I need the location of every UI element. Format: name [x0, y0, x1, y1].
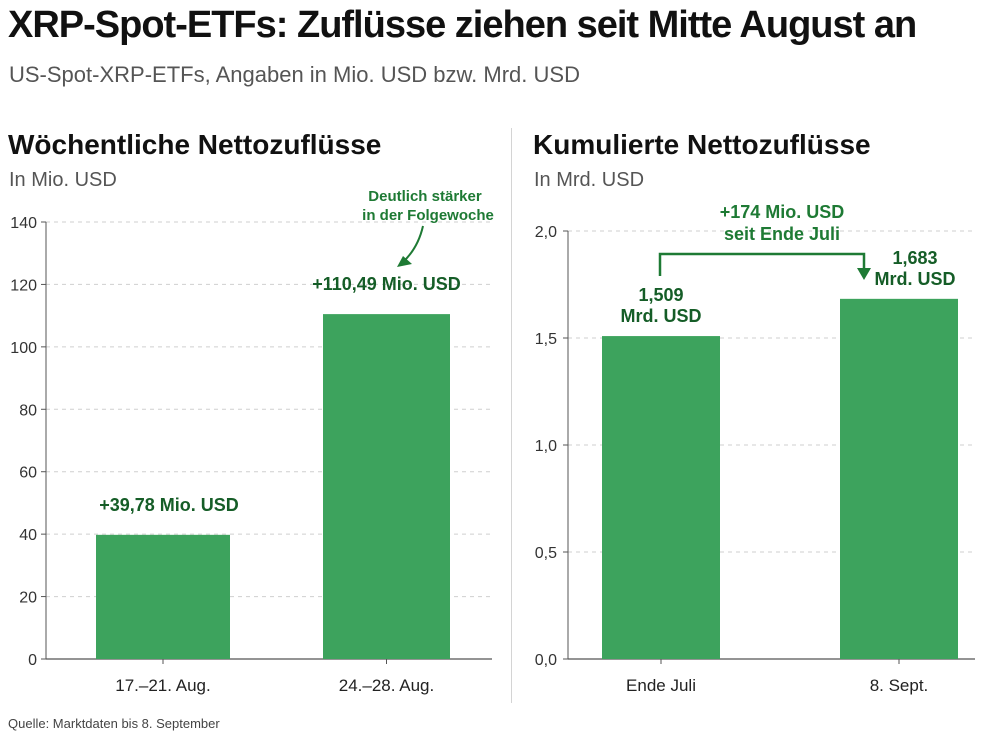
weekly-y-tick-label: 0	[28, 652, 37, 669]
cumulative-category-label: 8. Sept.	[870, 676, 929, 695]
cumulative-annotation-arrowhead	[857, 268, 871, 280]
cumulative-y-tick-label: 2,0	[535, 224, 557, 241]
weekly-y-unit-label: In Mio. USD	[9, 169, 117, 191]
cumulative-annotation-line: seit Ende Juli	[724, 224, 840, 244]
weekly-y-tick-label: 60	[19, 465, 37, 482]
weekly-annotation-arrow	[402, 225, 424, 263]
weekly-chart-title: Wöchentliche Nettozuflüsse	[8, 129, 381, 160]
weekly-annotation-arrowhead	[397, 256, 412, 267]
cumulative-data-label-unit: Mrd. USD	[875, 269, 956, 289]
weekly-annotation-line: in der Folgewoche	[362, 207, 494, 224]
cumulative-bar	[602, 336, 720, 659]
weekly-y-tick-label: 20	[19, 590, 37, 607]
weekly-data-label: +39,78 Mio. USD	[99, 495, 239, 515]
cumulative-data-label: 1,683	[892, 248, 937, 268]
cumulative-data-label-unit: Mrd. USD	[621, 306, 702, 326]
cumulative-y-unit-label: In Mrd. USD	[534, 169, 644, 191]
weekly-category-label: 17.–21. Aug.	[115, 676, 210, 695]
weekly-y-tick-label: 120	[10, 277, 37, 294]
weekly-bar	[323, 314, 450, 659]
cumulative-y-tick-label: 0,0	[535, 652, 557, 669]
source-note: Quelle: Marktdaten bis 8. September	[8, 716, 220, 731]
weekly-bar	[96, 534, 230, 659]
weekly-y-tick-label: 140	[10, 215, 37, 232]
cumulative-category-label: Ende Juli	[626, 676, 696, 695]
cumulative-bar	[840, 298, 958, 659]
cumulative-data-label: 1,509	[638, 285, 683, 305]
weekly-y-tick-label: 100	[10, 340, 37, 357]
cumulative-y-tick-label: 1,5	[535, 331, 557, 348]
cumulative-annotation-line: +174 Mio. USD	[720, 202, 845, 222]
weekly-category-label: 24.–28. Aug.	[339, 676, 434, 695]
page-subtitle: US-Spot-XRP-ETFs, Angaben in Mio. USD bz…	[9, 62, 580, 87]
cumulative-y-tick-label: 1,0	[535, 438, 557, 455]
page-title: XRP-Spot-ETFs: Zuflüsse ziehen seit Mitt…	[8, 4, 917, 46]
panel-divider	[511, 128, 512, 703]
weekly-y-tick-label: 80	[19, 402, 37, 419]
weekly-data-label: +110,49 Mio. USD	[312, 274, 461, 294]
weekly-annotation-line: Deutlich stärker	[368, 188, 482, 205]
cumulative-y-tick-label: 0,5	[535, 545, 557, 562]
cumulative-annotation-bracket	[658, 252, 866, 276]
weekly-y-tick-label: 40	[19, 527, 37, 544]
cumulative-chart-title: Kumulierte Nettozuflüsse	[533, 129, 871, 160]
